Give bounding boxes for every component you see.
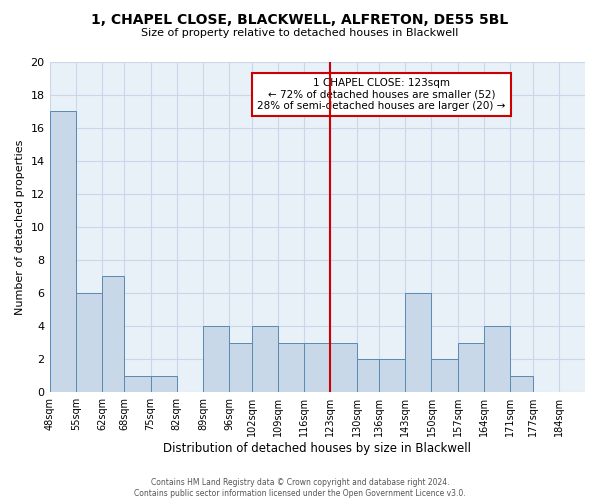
- Bar: [278, 342, 304, 392]
- Bar: [331, 342, 356, 392]
- Bar: [304, 342, 331, 392]
- Bar: [484, 326, 510, 392]
- Bar: [510, 376, 533, 392]
- Bar: [379, 359, 405, 392]
- Text: 1 CHAPEL CLOSE: 123sqm
← 72% of detached houses are smaller (52)
28% of semi-det: 1 CHAPEL CLOSE: 123sqm ← 72% of detached…: [257, 78, 506, 111]
- Bar: [203, 326, 229, 392]
- Text: Contains HM Land Registry data © Crown copyright and database right 2024.
Contai: Contains HM Land Registry data © Crown c…: [134, 478, 466, 498]
- Bar: [252, 326, 278, 392]
- Bar: [102, 276, 124, 392]
- Y-axis label: Number of detached properties: Number of detached properties: [15, 139, 25, 314]
- Bar: [431, 359, 458, 392]
- Bar: [124, 376, 151, 392]
- Text: Size of property relative to detached houses in Blackwell: Size of property relative to detached ho…: [142, 28, 458, 38]
- Bar: [76, 293, 102, 392]
- Bar: [458, 342, 484, 392]
- Bar: [229, 342, 252, 392]
- Bar: [356, 359, 379, 392]
- X-axis label: Distribution of detached houses by size in Blackwell: Distribution of detached houses by size …: [163, 442, 471, 455]
- Bar: [151, 376, 177, 392]
- Bar: [405, 293, 431, 392]
- Text: 1, CHAPEL CLOSE, BLACKWELL, ALFRETON, DE55 5BL: 1, CHAPEL CLOSE, BLACKWELL, ALFRETON, DE…: [91, 12, 509, 26]
- Bar: [50, 111, 76, 392]
